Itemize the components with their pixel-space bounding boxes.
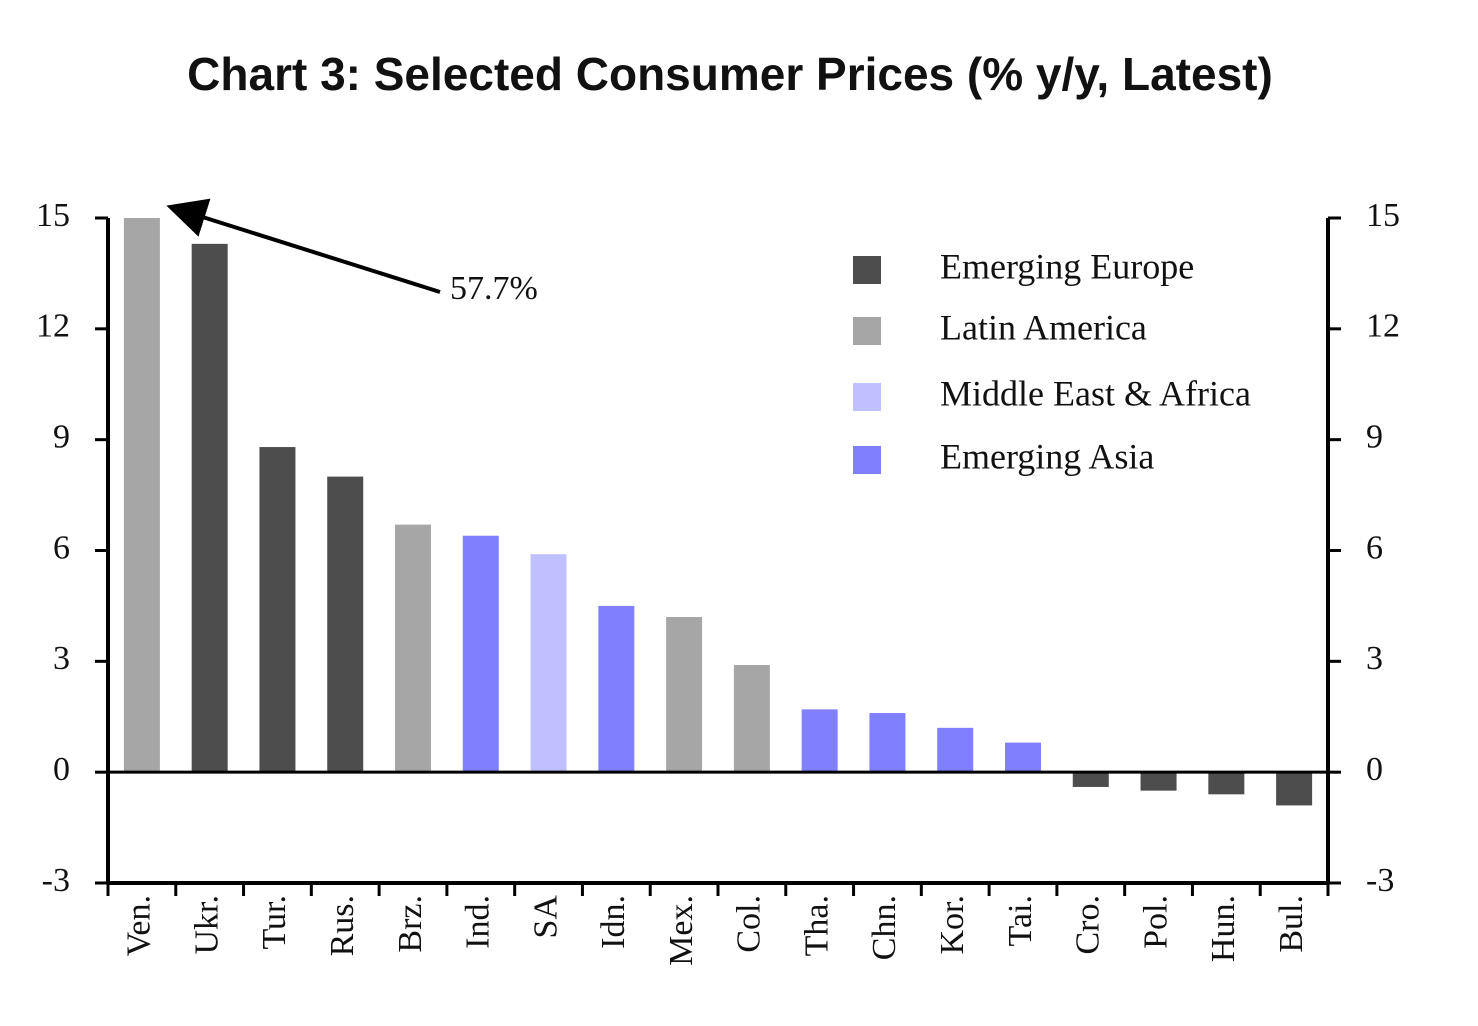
y2-tick-label: 6: [1366, 529, 1383, 566]
legend-swatch: [853, 256, 881, 284]
x-tick-label: Cro.: [1070, 895, 1107, 955]
y-tick-label: 3: [53, 640, 70, 677]
legend-label: Middle East & Africa: [940, 373, 1251, 413]
bar: [1208, 772, 1245, 795]
x-tick-label: Chn.: [866, 895, 903, 960]
x-tick-label: Col.: [731, 895, 768, 953]
bar: [869, 713, 906, 773]
x-tick-label: Idn.: [595, 895, 632, 949]
bar: [191, 243, 228, 773]
x-tick-label: SA: [527, 895, 564, 939]
x-tick-label: Mex.: [663, 895, 700, 966]
bar: [733, 665, 770, 773]
legend-swatch: [853, 446, 881, 474]
bar: [801, 709, 838, 773]
bar: [937, 727, 974, 773]
y2-tick-label: 3: [1366, 640, 1383, 677]
bar: [1005, 742, 1041, 773]
bar: [1140, 772, 1177, 791]
annotation: 57.7%: [450, 270, 538, 307]
x-tick-label: Tai.: [1002, 895, 1039, 946]
x-tick-label: Kor.: [934, 895, 971, 955]
x-tick-label: Tur.: [256, 895, 293, 950]
bar: [1072, 772, 1109, 787]
x-tick-label: Brz.: [392, 895, 429, 953]
y-tick-label: 9: [53, 418, 70, 455]
bar: [666, 617, 703, 773]
bar: [530, 554, 567, 773]
y-tick-label: -3: [42, 862, 70, 899]
x-tick-label: Bul.: [1273, 895, 1310, 953]
y2-tick-label: 15: [1366, 197, 1400, 234]
x-tick-label: Ind.: [460, 895, 497, 949]
y2-tick-label: 9: [1366, 418, 1383, 455]
bar: [462, 535, 499, 773]
y2-tick-label: 0: [1366, 751, 1383, 788]
y-tick-label: 15: [36, 197, 70, 234]
x-tick-label: Tha.: [798, 895, 835, 956]
y-tick-label: 12: [36, 308, 70, 345]
bar: [598, 605, 635, 773]
y2-tick-label: -3: [1366, 862, 1394, 899]
bar: [259, 447, 296, 773]
chart-title: Chart 3: Selected Consumer Prices (% y/y…: [187, 48, 1273, 100]
x-tick-label: Ukr.: [188, 895, 225, 955]
annotation-arrow: [166, 198, 441, 294]
legend-label: Emerging Europe: [940, 246, 1194, 286]
bar: [395, 524, 431, 773]
x-tick-label: Pol.: [1137, 895, 1174, 949]
bar: [1276, 772, 1313, 806]
plot-area: [123, 218, 1313, 806]
bar: [327, 476, 364, 773]
x-tick-label: Ven.: [121, 895, 158, 956]
y-tick-label: 6: [53, 529, 70, 566]
legend-label: Latin America: [940, 307, 1147, 347]
legend-swatch: [853, 383, 881, 411]
y2-tick-label: 12: [1366, 308, 1400, 345]
legend-label: Emerging Asia: [940, 436, 1154, 476]
y-tick-label: 0: [53, 751, 70, 788]
bar: [123, 218, 160, 773]
legend-swatch: [853, 317, 881, 345]
x-tick-label: Rus.: [324, 895, 361, 956]
x-tick-label: Hun.: [1205, 895, 1242, 962]
